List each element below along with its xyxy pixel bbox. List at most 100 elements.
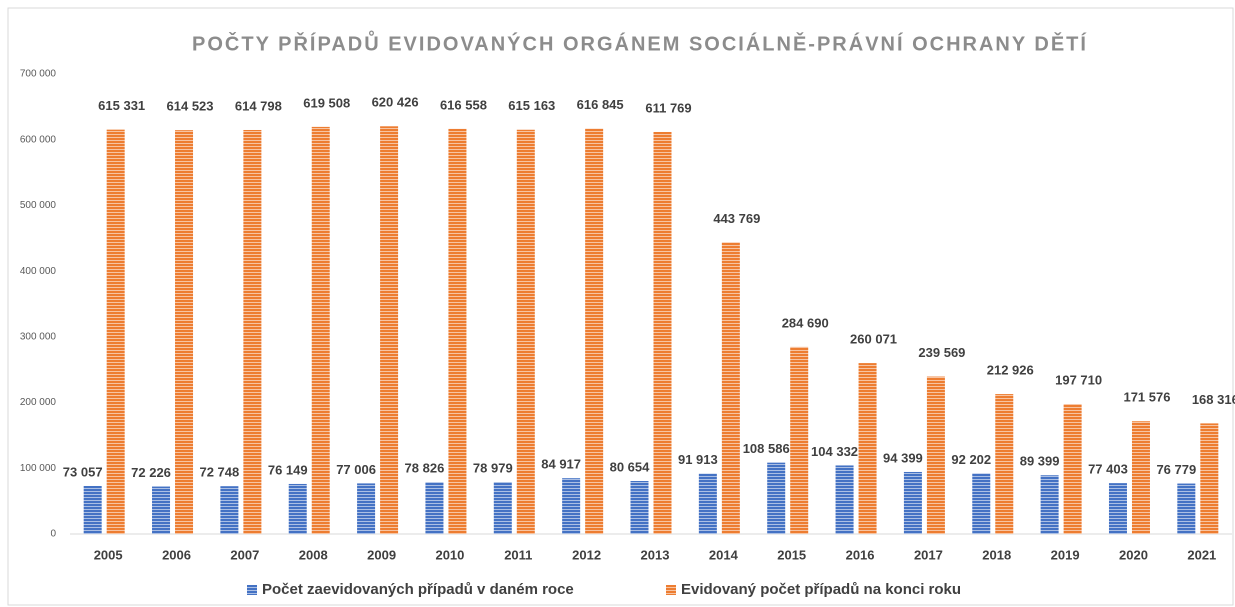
value-label: 91 913 [678,452,718,467]
x-tick-label: 2007 [230,547,259,562]
bar [653,131,672,534]
x-tick-label: 2012 [572,547,601,562]
value-label: 76 149 [268,462,308,477]
x-tick-label: 2020 [1119,547,1148,562]
value-label: 443 769 [713,211,760,226]
value-label: 619 508 [303,95,350,110]
bar [152,486,171,534]
bar [858,363,877,534]
x-tick-label: 2015 [777,547,806,562]
bar [357,483,376,534]
value-label: 76 779 [1156,462,1196,477]
x-tick-label: 2005 [94,547,123,562]
bar [220,486,239,534]
x-tick-label: 2021 [1187,547,1216,562]
chart-title: POČTY PŘÍPADŮ EVIDOVANÝCH ORGÁNEM SOCIÁL… [192,29,1088,55]
bar [493,482,512,534]
value-label: 168 316 [1192,392,1235,407]
value-label: 89 399 [1020,454,1060,469]
value-label: 620 426 [372,95,419,110]
bar [926,376,945,534]
x-tick-label: 2009 [367,547,396,562]
legend-marker [247,585,257,595]
value-label: 77 006 [336,462,376,477]
x-tick-label: 2019 [1051,547,1080,562]
value-label: 78 826 [405,461,445,476]
value-label: 171 576 [1123,390,1170,405]
bar [1200,423,1219,534]
bar [288,483,307,534]
bar [721,242,740,534]
bar [1108,483,1127,534]
value-label: 616 558 [440,97,487,112]
x-tick-label: 2010 [435,547,464,562]
bar [243,129,262,535]
bar [790,346,809,534]
x-tick-label: 2017 [914,547,943,562]
y-tick-label: 500 000 [20,200,57,211]
value-label: 108 586 [743,441,790,456]
value-label: 611 769 [645,100,691,115]
value-label: 84 917 [541,457,581,472]
chart-border [7,7,1234,606]
bar [1131,421,1150,534]
value-label: 615 163 [508,98,555,113]
y-tick-label: 400 000 [20,266,57,277]
y-tick-label: 100 000 [20,463,57,474]
legend-label: Evidovaný počet případů na konci roku [681,581,961,598]
value-label: 212 926 [987,363,1034,378]
bar [175,130,194,534]
legend-marker [666,585,676,595]
value-label: 80 654 [610,459,651,474]
bar [311,126,330,534]
bar [425,482,444,534]
bar [995,394,1014,534]
value-label: 284 690 [782,315,829,330]
bar [972,473,991,534]
bar [83,485,102,534]
value-label: 104 332 [811,444,858,459]
value-label: 77 403 [1088,462,1128,477]
bar [767,462,786,534]
y-tick-label: 0 [50,529,56,540]
value-label: 94 399 [883,450,923,465]
value-label: 239 569 [918,345,965,360]
bar [585,128,604,534]
bar [1177,483,1196,534]
y-tick-label: 600 000 [20,134,57,145]
value-label: 197 710 [1055,373,1102,388]
x-tick-label: 2006 [162,547,191,562]
value-label: 260 071 [850,332,897,347]
x-tick-label: 2014 [709,547,739,562]
bar [630,480,649,534]
x-tick-label: 2018 [982,547,1011,562]
bar [698,473,717,534]
y-tick-label: 700 000 [20,69,57,80]
x-tick-label: 2016 [846,547,875,562]
value-label: 72 226 [131,465,171,480]
x-tick-label: 2013 [641,547,670,562]
bar [562,478,581,534]
x-tick-label: 2008 [299,547,328,562]
value-label: 614 798 [235,98,282,113]
y-tick-label: 300 000 [20,331,57,342]
bar [380,126,399,534]
value-label: 615 331 [98,98,145,113]
bar [835,465,854,534]
legend-label: Počet zaevidovaných případů v daném roce [262,581,574,598]
bar [1040,475,1059,534]
value-label: 92 202 [951,452,991,467]
bar [516,129,535,534]
value-label: 78 979 [473,461,513,476]
x-tick-label: 2011 [504,547,532,562]
bar [903,471,922,534]
y-tick-label: 200 000 [20,397,57,408]
bar [106,129,125,534]
bar [448,128,467,534]
value-label: 616 845 [577,97,624,112]
bar [1063,404,1082,534]
value-label: 614 523 [167,99,214,114]
value-label: 72 748 [199,465,239,480]
value-label: 73 057 [63,464,103,479]
